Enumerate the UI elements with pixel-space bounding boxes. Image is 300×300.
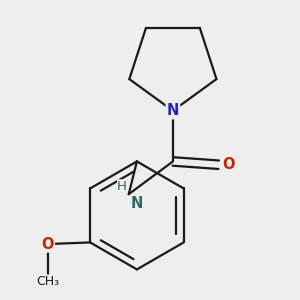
Text: O: O [223,157,235,172]
Text: O: O [41,237,54,252]
Text: H: H [117,179,127,193]
Text: N: N [167,103,179,118]
Text: CH₃: CH₃ [36,275,59,288]
Text: N: N [130,196,143,211]
